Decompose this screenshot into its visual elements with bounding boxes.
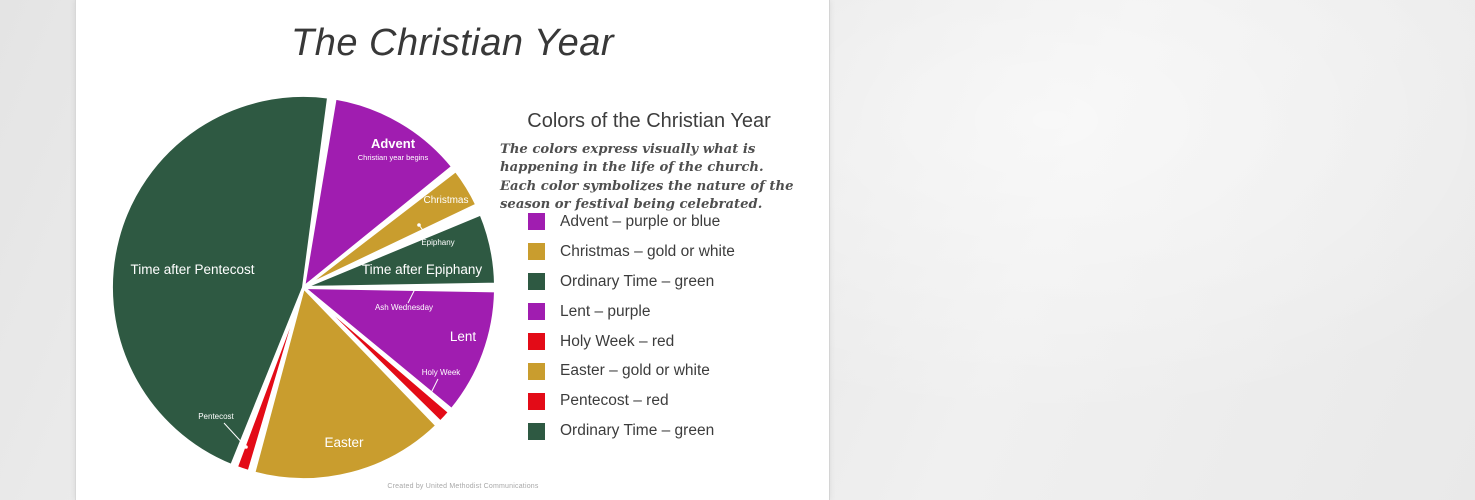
pie-label-holy-week: Holy Week bbox=[422, 368, 462, 377]
info-panel: Colors of the Christian Year The colors … bbox=[494, 110, 804, 215]
pie-segment-pentecost bbox=[234, 286, 305, 474]
credit-line: Created by United Methodist Communicatio… bbox=[387, 483, 539, 490]
legend-item: Advent – purple or blue bbox=[528, 207, 735, 237]
legend-item: Ordinary Time – green bbox=[528, 267, 735, 297]
infographic-card: The Christian Year Time after Pentecost A… bbox=[75, 0, 830, 500]
page-title: The Christian Year bbox=[290, 22, 615, 64]
legend-item: Lent – purple bbox=[528, 297, 735, 327]
legend-label: Easter – gold or white bbox=[560, 362, 710, 380]
legend-item: Holy Week – red bbox=[528, 327, 735, 357]
legend-swatch bbox=[528, 303, 545, 321]
pie-label-lent: Lent bbox=[450, 329, 477, 344]
pie-label-time-after-pentecost: Time after Pentecost bbox=[130, 262, 254, 277]
ash-wednesday-leader bbox=[407, 288, 416, 304]
legend-label: Holy Week – red bbox=[560, 332, 675, 350]
pie-segment-epiphany bbox=[302, 204, 482, 289]
legend-label: Christmas – gold or white bbox=[560, 242, 735, 260]
pie-segment-lent bbox=[302, 286, 497, 412]
pie-label-time-after-epiphany: Time after Epiphany bbox=[362, 262, 483, 277]
holy-week-leader bbox=[429, 378, 439, 396]
legend-label: Ordinary Time – green bbox=[560, 272, 715, 290]
pentecost-leader-dot bbox=[244, 445, 248, 449]
pie-segment-easter bbox=[252, 286, 439, 481]
pentecost-leader bbox=[223, 422, 247, 448]
pie-label-easter: Easter bbox=[324, 435, 364, 450]
legend-item: Christmas – gold or white bbox=[528, 237, 735, 267]
legend-label: Lent – purple bbox=[560, 302, 651, 320]
pie-segment-holy-week bbox=[302, 286, 451, 424]
pie-segment-advent bbox=[302, 96, 455, 289]
color-legend: Advent – purple or blue Christmas – gold … bbox=[528, 207, 735, 446]
pie-segment-christmas bbox=[302, 169, 479, 289]
legend-swatch bbox=[528, 422, 545, 440]
legend-label: Ordinary Time – green bbox=[560, 422, 715, 440]
legend-label: Advent – purple or blue bbox=[560, 212, 721, 230]
legend-swatch bbox=[528, 243, 545, 261]
christian-year-pie-chart: Time after Pentecost Advent Christian year… bbox=[109, 93, 498, 481]
pie-label-epiphany: Epiphany bbox=[421, 238, 454, 247]
pie-label-christian-year-begins: Christian year begins bbox=[358, 153, 429, 162]
pie-label-pentecost: Pentecost bbox=[198, 412, 234, 421]
legend-swatch bbox=[528, 362, 545, 380]
legend-swatch bbox=[528, 213, 545, 231]
pie-label-advent: Advent bbox=[371, 136, 416, 151]
epiphany-leader bbox=[418, 224, 429, 238]
pie-segment-time-after-pentecost bbox=[109, 93, 331, 467]
legend-swatch bbox=[528, 392, 545, 410]
legend-item: Pentecost – red bbox=[528, 386, 735, 416]
ash-wednesday-leader-dot bbox=[413, 287, 417, 291]
panel-heading: Colors of the Christian Year bbox=[527, 110, 771, 132]
legend-swatch bbox=[528, 333, 545, 350]
pie-label-ash-wednesday: Ash Wednesday bbox=[375, 303, 433, 312]
holy-week-leader-dot bbox=[428, 393, 432, 397]
legend-label: Pentecost – red bbox=[560, 392, 669, 410]
pie-segment-ash-wednesday bbox=[302, 284, 498, 291]
pie-segment-time-after-epiphany bbox=[302, 212, 497, 289]
legend-swatch bbox=[528, 273, 545, 291]
panel-description: The colors express visually what is happ… bbox=[500, 142, 794, 213]
legend-item: Easter – gold or white bbox=[528, 356, 735, 386]
legend-item: Ordinary Time – green bbox=[528, 416, 735, 446]
pie-label-christmas: Christmas bbox=[423, 195, 468, 206]
epiphany-leader-dot bbox=[417, 223, 421, 227]
